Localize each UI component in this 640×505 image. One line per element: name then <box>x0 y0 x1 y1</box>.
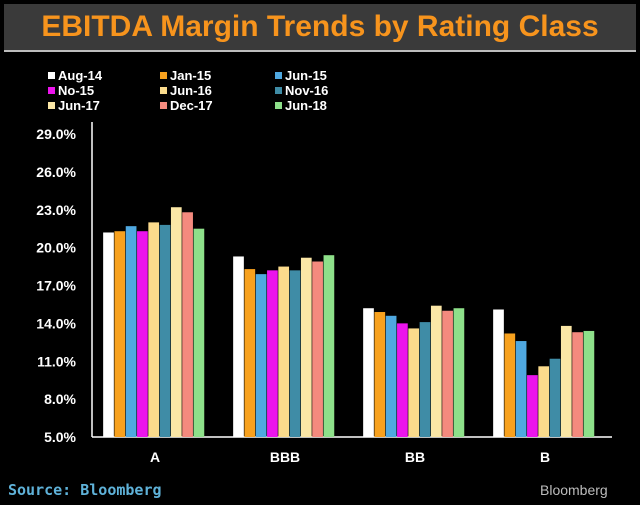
y-tick-label: 23.0% <box>36 202 76 218</box>
y-tick-label: 14.0% <box>36 315 76 331</box>
bar <box>374 312 386 437</box>
y-tick-label: 17.0% <box>36 278 76 294</box>
legend-label: Dec-17 <box>170 98 213 113</box>
bar <box>255 274 267 437</box>
bar <box>148 222 160 437</box>
legend-swatch <box>48 102 55 109</box>
legend-swatch <box>160 72 167 79</box>
bar <box>538 366 550 437</box>
legend-swatch <box>160 102 167 109</box>
legend-label: Jun-16 <box>170 83 212 98</box>
bar <box>278 266 290 437</box>
legend-label: Jan-15 <box>170 68 211 83</box>
bar <box>137 231 148 437</box>
chart-area: 5.0% 8.0% 11.0% 14.0% 17.0% 20.0% 23.0% 26.0% 29… <box>4 56 636 472</box>
bar <box>312 261 323 437</box>
legend-label: Jun-15 <box>285 68 327 83</box>
legend-swatch <box>275 102 282 109</box>
bar <box>504 333 516 437</box>
bar <box>244 269 256 437</box>
bar <box>408 328 420 437</box>
y-tick-label: 8.0% <box>44 391 76 407</box>
bar <box>549 358 561 437</box>
legend-label: No-15 <box>58 83 94 98</box>
legend-label: Jun-17 <box>58 98 100 113</box>
x-tick-label: A <box>150 449 160 465</box>
bar <box>583 330 595 437</box>
y-tick-label: 29.0% <box>36 126 76 142</box>
bar <box>125 226 137 437</box>
bar <box>493 309 504 437</box>
bar <box>193 228 205 437</box>
legend-swatch <box>275 87 282 94</box>
bar <box>527 375 538 437</box>
legend-swatch <box>48 72 55 79</box>
bar <box>289 270 301 437</box>
legend-label: Jun-18 <box>285 98 327 113</box>
brand-logo: Bloomberg <box>540 482 608 498</box>
chart-title: EBITDA Margin Trends by Rating Class <box>41 10 599 43</box>
bar <box>385 315 397 437</box>
source-label: Source: Bloomberg <box>8 481 162 499</box>
bar <box>430 305 442 437</box>
bar <box>442 310 453 437</box>
bar <box>515 341 527 437</box>
bar <box>572 332 583 437</box>
legend-label: Nov-16 <box>285 83 328 98</box>
x-tick-label: BBB <box>270 449 300 465</box>
bar <box>182 212 193 437</box>
bar <box>159 224 171 437</box>
bar <box>323 255 335 437</box>
y-tick-label: 11.0% <box>37 353 76 369</box>
legend-swatch <box>48 87 55 94</box>
y-tick-label: 20.0% <box>36 240 76 256</box>
bar <box>114 231 126 437</box>
bar <box>103 232 114 437</box>
bar <box>170 207 182 437</box>
bar <box>363 308 374 437</box>
x-tick-label: B <box>540 449 550 465</box>
legend-swatch <box>275 72 282 79</box>
y-tick-label: 5.0% <box>44 429 76 445</box>
bar <box>397 323 408 437</box>
title-bar: EBITDA Margin Trends by Rating Class <box>4 4 636 52</box>
x-tick-label: BB <box>405 449 425 465</box>
legend-label: Aug-14 <box>58 68 103 83</box>
bar <box>233 256 244 437</box>
legend-swatch <box>160 87 167 94</box>
bar <box>560 325 572 437</box>
bar <box>300 257 312 437</box>
bar <box>453 308 465 437</box>
bar <box>267 270 278 437</box>
y-tick-label: 26.0% <box>36 164 76 180</box>
bar <box>419 322 431 437</box>
